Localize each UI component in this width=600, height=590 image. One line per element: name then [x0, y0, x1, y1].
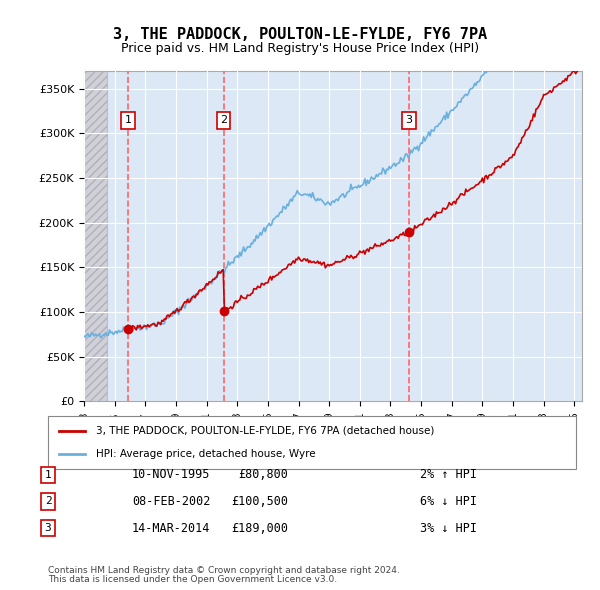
- Text: This data is licensed under the Open Government Licence v3.0.: This data is licensed under the Open Gov…: [48, 575, 337, 584]
- Text: Price paid vs. HM Land Registry's House Price Index (HPI): Price paid vs. HM Land Registry's House …: [121, 42, 479, 55]
- Text: 08-FEB-2002: 08-FEB-2002: [132, 495, 211, 508]
- Text: 1: 1: [44, 470, 52, 480]
- Text: HPI: Average price, detached house, Wyre: HPI: Average price, detached house, Wyre: [95, 449, 315, 459]
- Text: 3: 3: [44, 523, 52, 533]
- Bar: [84, 71, 107, 401]
- Text: £80,800: £80,800: [238, 468, 288, 481]
- Text: 3, THE PADDOCK, POULTON-LE-FYLDE, FY6 7PA: 3, THE PADDOCK, POULTON-LE-FYLDE, FY6 7P…: [113, 27, 487, 41]
- Text: 2: 2: [220, 116, 227, 125]
- Text: £189,000: £189,000: [231, 522, 288, 535]
- Text: 14-MAR-2014: 14-MAR-2014: [132, 522, 211, 535]
- Text: 3, THE PADDOCK, POULTON-LE-FYLDE, FY6 7PA (detached house): 3, THE PADDOCK, POULTON-LE-FYLDE, FY6 7P…: [95, 426, 434, 436]
- Text: 6% ↓ HPI: 6% ↓ HPI: [420, 495, 477, 508]
- Text: 3% ↓ HPI: 3% ↓ HPI: [420, 522, 477, 535]
- Text: 10-NOV-1995: 10-NOV-1995: [132, 468, 211, 481]
- Text: 3: 3: [406, 116, 413, 125]
- Text: 2% ↑ HPI: 2% ↑ HPI: [420, 468, 477, 481]
- Text: £100,500: £100,500: [231, 495, 288, 508]
- Text: Contains HM Land Registry data © Crown copyright and database right 2024.: Contains HM Land Registry data © Crown c…: [48, 566, 400, 575]
- Text: 2: 2: [44, 497, 52, 506]
- Text: 1: 1: [124, 116, 131, 125]
- FancyBboxPatch shape: [48, 416, 576, 469]
